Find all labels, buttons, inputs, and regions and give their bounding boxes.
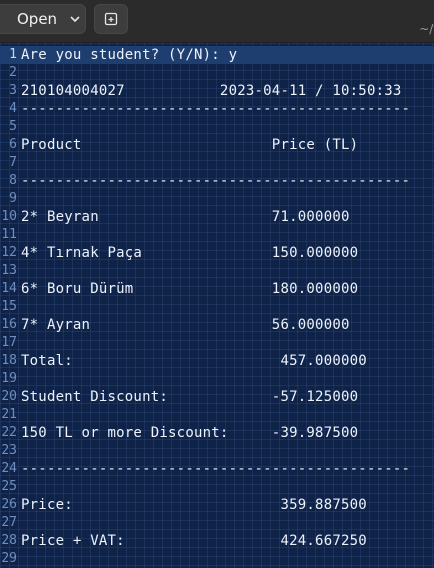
line-text: 210104004027 2023-04-11 / 10:50:33 [21, 83, 402, 99]
editor-line[interactable]: 2 [0, 64, 434, 82]
line-number: 29 [1, 551, 17, 566]
line-text: Are you student? (Y/N): y [21, 47, 238, 63]
line-number: 7 [9, 155, 17, 170]
line-number: 17 [1, 335, 17, 350]
open-button[interactable]: Open [0, 4, 86, 34]
editor-line[interactable]: 25 [0, 478, 434, 496]
open-button-label: Open [17, 10, 58, 28]
editor-line[interactable]: 29 [0, 550, 434, 568]
editor-line[interactable]: 1 Are you student? (Y/N): y [0, 46, 434, 64]
line-number: 23 [1, 443, 17, 458]
line-text: 2* Beyran 71.000000 [21, 209, 350, 225]
line-text: 6* Boru Dürüm 180.000000 [21, 281, 359, 297]
editor-line[interactable]: 16 7* Ayran 56.000000 [0, 316, 434, 334]
editor-area[interactable]: 1 Are you student? (Y/N): y 2 3 210104004027… [0, 43, 434, 568]
line-text: Total: 457.000000 [21, 353, 367, 369]
line-number: 22 [1, 425, 17, 440]
editor-line[interactable]: 24 --------------------------------------… [0, 460, 434, 478]
line-text: 4* Tırnak Paça 150.000000 [21, 245, 359, 261]
new-document-icon [104, 12, 118, 26]
editor-line[interactable]: 11 [0, 226, 434, 244]
line-text: Product Price (TL) [21, 137, 359, 153]
line-number: 10 [1, 209, 17, 224]
editor-line[interactable]: 15 [0, 298, 434, 316]
editor-line[interactable]: 9 [0, 190, 434, 208]
new-document-button[interactable] [94, 4, 128, 34]
line-number: 26 [1, 497, 17, 512]
editor-line[interactable]: 19 [0, 370, 434, 388]
line-number: 6 [9, 137, 17, 152]
line-number: 8 [9, 173, 17, 188]
line-number: 9 [9, 191, 17, 206]
line-number: 25 [1, 479, 17, 494]
chevron-down-icon [70, 16, 80, 23]
line-number: 19 [1, 371, 17, 386]
line-text: 7* Ayran 56.000000 [21, 317, 350, 333]
editor-line[interactable]: 26 Price: 359.887500 [0, 496, 434, 514]
editor-line[interactable]: 3 210104004027 2023-04-11 / 10:50:33 [0, 82, 434, 100]
line-text: 150 TL or more Discount: -39.987500 [21, 425, 359, 441]
editor-line[interactable]: 23 [0, 442, 434, 460]
editor-line[interactable]: 5 [0, 118, 434, 136]
line-number: 16 [1, 317, 17, 332]
line-text: ----------------------------------------… [21, 173, 411, 189]
line-number: 15 [1, 299, 17, 314]
line-text: Student Discount: -57.125000 [21, 389, 359, 405]
line-number: 20 [1, 389, 17, 404]
line-number: 13 [1, 263, 17, 278]
editor-line[interactable]: 18 Total: 457.000000 [0, 352, 434, 370]
editor-line[interactable]: 4 ---------------------------------------… [0, 100, 434, 118]
line-number: 24 [1, 461, 17, 476]
editor-line[interactable]: 6 Product Price (TL) [0, 136, 434, 154]
line-number: 3 [9, 83, 17, 98]
editor-line[interactable]: 17 [0, 334, 434, 352]
line-number: 28 [1, 533, 17, 548]
editor-line[interactable]: 13 [0, 262, 434, 280]
editor-line[interactable]: 7 [0, 154, 434, 172]
editor-line[interactable]: 12 4* Tırnak Paça 150.000000 [0, 244, 434, 262]
header-bar: Open ~/t [0, 0, 434, 43]
line-text: Price + VAT: 424.667250 [21, 533, 367, 549]
editor-line[interactable]: 27 [0, 514, 434, 532]
line-text: Price: 359.887500 [21, 497, 367, 513]
line-number: 27 [1, 515, 17, 530]
editor-line[interactable]: 10 2* Beyran 71.000000 [0, 208, 434, 226]
editor-line[interactable]: 28 Price + VAT: 424.667250 [0, 532, 434, 550]
editor-line[interactable]: 22 150 TL or more Discount: -39.987500 [0, 424, 434, 442]
window-path-text: ~/t [419, 22, 434, 36]
line-text: ----------------------------------------… [21, 461, 411, 477]
line-number: 11 [1, 227, 17, 242]
line-text: ----------------------------------------… [21, 101, 411, 117]
line-number: 4 [9, 101, 17, 116]
line-number: 2 [9, 65, 17, 80]
line-number: 18 [1, 353, 17, 368]
editor-line[interactable]: 21 [0, 406, 434, 424]
line-number: 21 [1, 407, 17, 422]
line-number: 1 [9, 47, 17, 62]
editor-line[interactable]: 8 ---------------------------------------… [0, 172, 434, 190]
editor-line[interactable]: 14 6* Boru Dürüm 180.000000 [0, 280, 434, 298]
line-number: 14 [1, 281, 17, 296]
editor-line[interactable]: 20 Student Discount: -57.125000 [0, 388, 434, 406]
line-number: 5 [9, 119, 17, 134]
line-number: 12 [1, 245, 17, 260]
